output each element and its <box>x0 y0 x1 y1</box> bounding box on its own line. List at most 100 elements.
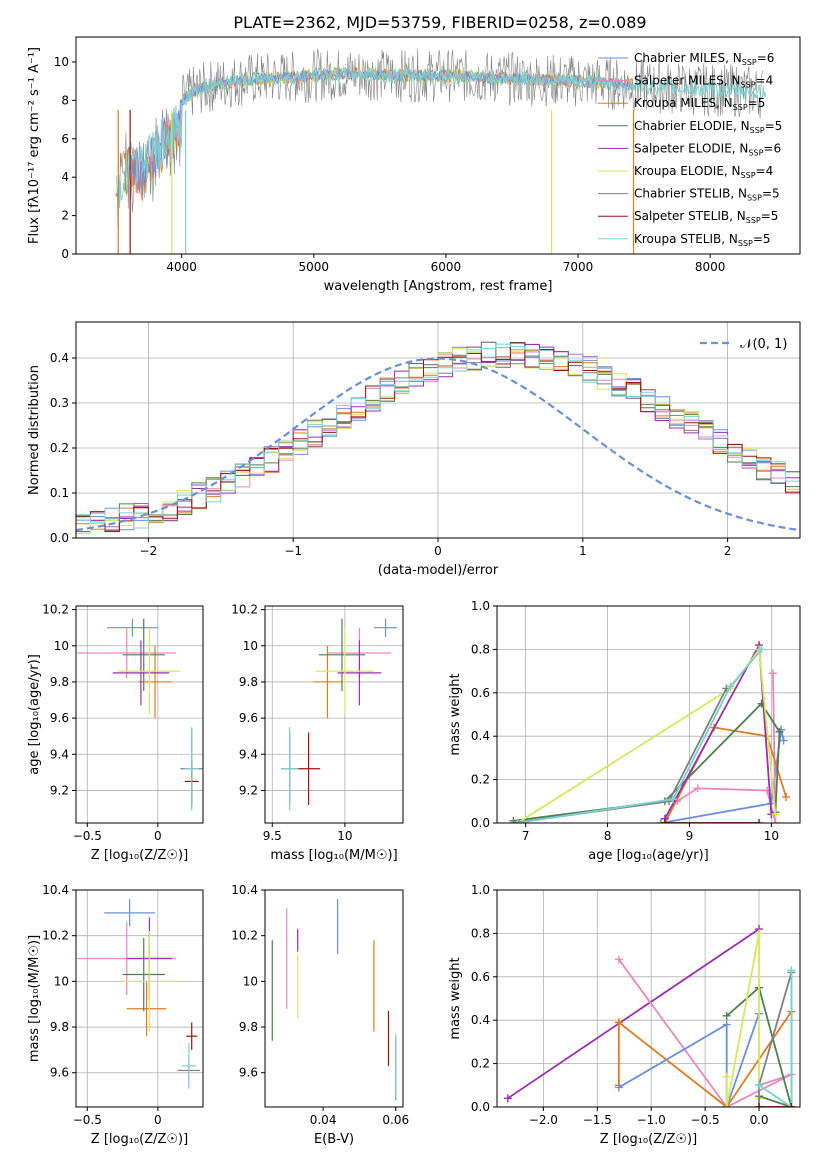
errorbar-point <box>280 727 299 811</box>
chart-age_vs_mass: 9.5 10 9.2 9.4 9.6 9.8 10 10.2 mass [log₁₀(M/M☉)… <box>231 603 404 863</box>
legend-entry: Kroupa MILES, NSSP=5 <box>634 96 765 112</box>
y-tick-label: 0.2 <box>471 1057 490 1071</box>
y-tick-label: 10 <box>54 55 69 69</box>
y-tick-label: 9.6 <box>50 1066 69 1080</box>
weight-marker <box>755 929 764 938</box>
weight-marker <box>614 955 623 964</box>
x-axis-label: Z [log₁₀(Z/Z☉)] <box>91 1132 188 1147</box>
axes-frame <box>496 605 801 824</box>
weight-marker <box>722 1020 731 1029</box>
y-tick-label: 10 <box>243 639 258 653</box>
legend-entry: Kroupa ELODIE, NSSP=4 <box>634 164 773 180</box>
y-tick-label: 10.2 <box>42 603 69 617</box>
x-tick-label: 5000 <box>299 260 330 274</box>
weight-marker <box>779 736 788 745</box>
y-axis-label: age [log₁₀(age/yr)] <box>27 654 42 775</box>
weight-marker <box>775 727 784 736</box>
weight-marker <box>614 1083 623 1092</box>
y-tick-label: 9.4 <box>50 747 69 761</box>
x-tick-label: −0.5 <box>73 829 102 843</box>
y-tick-label: 10.4 <box>42 883 69 897</box>
y-axis-label: Normed distribution <box>27 365 42 495</box>
legend-entry: Chabrier STELIB, NSSP=5 <box>634 187 780 203</box>
x-tick-label: 0 <box>434 544 442 558</box>
errorbar-point <box>312 645 342 719</box>
y-axis-label: mass weight <box>448 673 463 755</box>
y-tick-label: 9.8 <box>50 1020 69 1034</box>
x-axis-label: wavelength [Angstrom, rest frame] <box>324 279 553 294</box>
spectrum-line <box>115 65 767 207</box>
y-tick-label: 0.2 <box>471 773 490 787</box>
x-tick-label: −1.0 <box>637 1113 666 1127</box>
histogram-series <box>76 343 800 533</box>
y-tick-label: 1.0 <box>471 599 490 613</box>
y-tick-label: 10.2 <box>231 603 258 617</box>
y-tick-label: 1.0 <box>471 883 490 897</box>
y-tick-label: 10 <box>54 974 69 988</box>
y-tick-label: 9.2 <box>50 783 69 797</box>
y-tick-label: 9.6 <box>239 1066 258 1080</box>
chart-age_vs_Z: −0.5 0 9.2 9.4 9.6 9.8 10 10.2 Z [log₁₀(Z/Z☉)] ag… <box>27 603 204 863</box>
legend-entry: 𝒩(0, 1) <box>740 337 787 352</box>
chart-weight_vs_age: 7 8 9 10 0.0 0.2 0.4 0.6 0.8 1.0 age [log₁₀(age/yr… <box>448 599 801 863</box>
chart-mass_vs_Z: −0.5 0 9.6 9.8 10 10.2 10.4 Z [log₁₀(Z/Z☉)] mass… <box>27 883 204 1147</box>
y-tick-label: 4 <box>61 170 69 184</box>
errorbar-point <box>186 1022 198 1050</box>
y-tick-label: 0.4 <box>471 1013 490 1027</box>
y-tick-label: 6 <box>61 132 69 146</box>
weight-marker <box>787 1103 796 1107</box>
x-axis-label: mass [log₁₀(M/M☉)] <box>270 848 397 863</box>
y-tick-label: 0.4 <box>471 729 490 743</box>
errorbar-point <box>337 640 382 706</box>
y-tick-label: 9.6 <box>50 711 69 725</box>
errorbar-point <box>107 618 158 637</box>
legend-entry: Chabrier MILES, NSSP=6 <box>634 51 774 67</box>
y-tick-label: 0.0 <box>471 1100 490 1114</box>
legend-entry: Kroupa STELIB, NSSP=5 <box>634 232 771 248</box>
weight-marker <box>722 1103 731 1107</box>
axes-frame <box>75 889 204 1108</box>
x-tick-label: 6000 <box>431 260 462 274</box>
x-tick-label: 10 <box>764 829 779 843</box>
y-tick-label: 2 <box>61 209 69 223</box>
y-tick-label: 9.8 <box>50 675 69 689</box>
x-tick-label: 7 <box>522 829 530 843</box>
x-tick-label: 0.04 <box>310 1113 337 1127</box>
weight-marker <box>503 1094 512 1103</box>
errorbar-point <box>373 618 398 637</box>
x-axis-label: Z [log₁₀(Z/Z☉)] <box>600 1132 697 1147</box>
x-tick-label: 2 <box>724 544 732 558</box>
weight-marker <box>771 810 780 819</box>
chart-mass_vs_ebv: 0.04 0.06 9.6 9.8 10 10.2 10.4 E(B-V) <box>231 883 409 1147</box>
x-tick-label: −1.5 <box>583 1113 612 1127</box>
figure-title: PLATE=2362, MJD=53759, FIBERID=0258, z=0… <box>233 13 646 32</box>
weight-marker <box>755 819 764 823</box>
x-tick-label: 8000 <box>695 260 726 274</box>
y-tick-label: 0.0 <box>471 816 490 830</box>
y-tick-label: 9.8 <box>239 1020 258 1034</box>
weight-marker <box>726 682 735 691</box>
x-tick-label: −2.0 <box>529 1113 558 1127</box>
weight-line <box>726 985 793 1107</box>
y-tick-label: 0.8 <box>471 926 490 940</box>
weight-line <box>507 928 760 1100</box>
x-tick-label: 9.5 <box>263 829 282 843</box>
plot-area-mass_vs_Z <box>77 899 201 1089</box>
normal-curve <box>76 357 800 532</box>
x-tick-label: 8 <box>604 829 612 843</box>
errorbar-point <box>77 627 177 679</box>
weight-line <box>725 933 760 1107</box>
axes-frame <box>264 889 404 1108</box>
y-tick-label: 9.6 <box>239 711 258 725</box>
errorbar-point <box>184 727 199 811</box>
plot-area-mass_vs_ebv <box>271 899 397 1101</box>
x-axis-label: (data-model)/error <box>378 563 499 578</box>
weight-marker <box>656 819 665 823</box>
axes-frame <box>75 321 801 539</box>
x-axis-label: age [log₁₀(age/yr)] <box>588 848 709 863</box>
x-tick-label: 0 <box>154 1113 162 1127</box>
axes-frame <box>496 889 801 1108</box>
x-tick-label: −2 <box>140 544 158 558</box>
weight-marker <box>782 792 791 801</box>
